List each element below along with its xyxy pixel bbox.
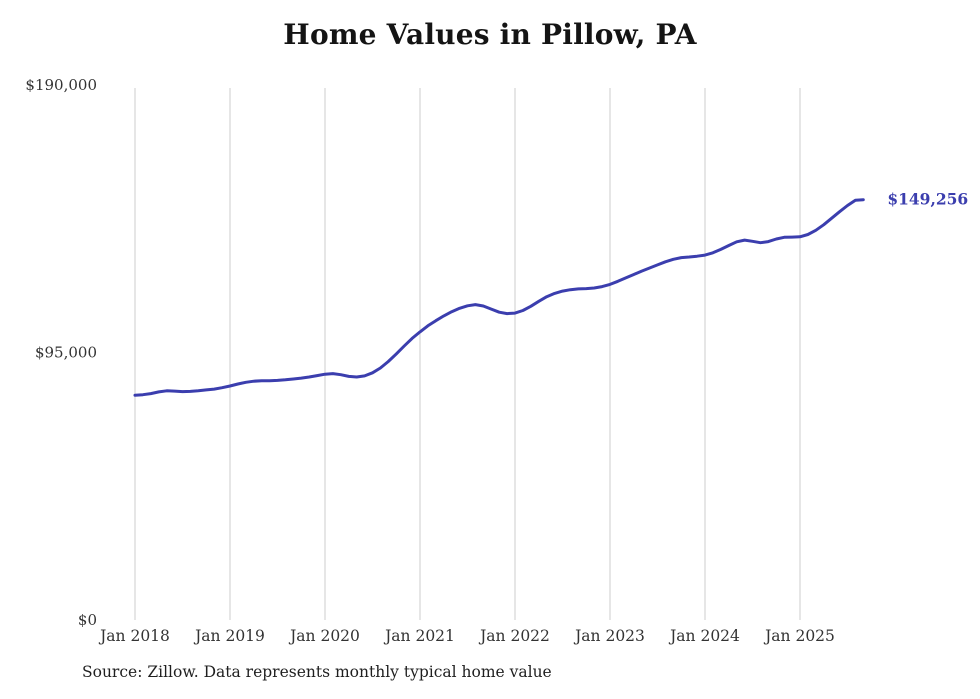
source-note: Source: Zillow. Data represents monthly … (82, 663, 552, 681)
x-axis-tick-label: Jan 2025 (763, 627, 835, 645)
y-axis-tick-label: $190,000 (25, 76, 97, 94)
y-axis-tick-label: $0 (78, 611, 97, 629)
x-axis-tick-label: Jan 2018 (98, 627, 170, 645)
x-axis-tick-label: Jan 2023 (573, 627, 645, 645)
end-value-label: $149,256 (887, 190, 968, 209)
y-axis-tick-label: $95,000 (35, 344, 97, 362)
x-axis-tick-label: Jan 2021 (383, 627, 455, 645)
x-axis-tick-label: Jan 2020 (288, 627, 360, 645)
x-axis-tick-label: Jan 2022 (478, 627, 550, 645)
x-axis-tick-label: Jan 2024 (668, 627, 740, 645)
home-value-line (133, 198, 865, 397)
x-axis-tick-label: Jan 2019 (193, 627, 265, 645)
chart-title: Home Values in Pillow, PA (283, 18, 697, 51)
